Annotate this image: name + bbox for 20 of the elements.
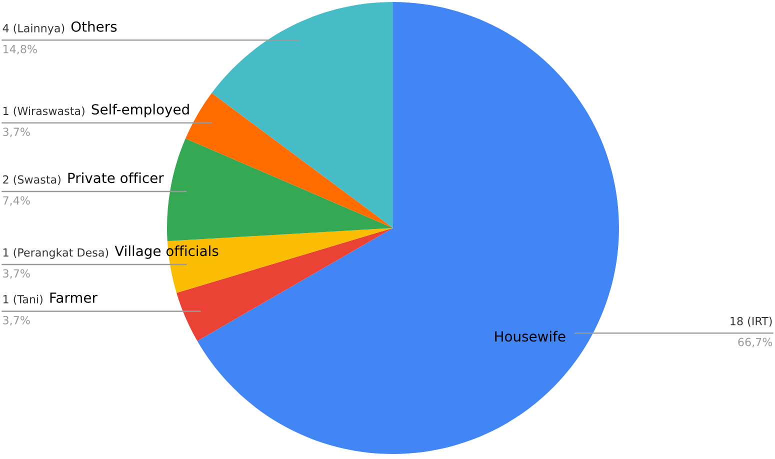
slice-label: Self-employed [92, 104, 189, 118]
pie-slice [167, 138, 393, 242]
text: 66,7% [738, 338, 772, 348]
text: 3,7% [3, 269, 30, 279]
slice-label: Private officer [68, 172, 164, 184]
data-label: 4 (Lainnya) [2, 24, 64, 35]
data-label: 1 (Wiraswasta) [3, 106, 84, 116]
data-label: 1 (Tani) [3, 294, 42, 305]
slice-label: Others [71, 21, 117, 32]
slice-label: Housewife [495, 330, 566, 342]
slice-label: Farmer [50, 292, 98, 303]
text: 3,7% [3, 316, 30, 326]
text: 7,4% [3, 196, 30, 206]
pie-slice [212, 2, 393, 228]
data-label: 18 (IRT) [730, 316, 772, 327]
data-label: 2 (Swasta) [3, 175, 60, 186]
pie-slice [167, 228, 393, 293]
data-label: 1 (Perangkat Desa) [3, 248, 108, 259]
text: 14,8% [3, 44, 37, 54]
text: 3,7% [3, 128, 30, 138]
